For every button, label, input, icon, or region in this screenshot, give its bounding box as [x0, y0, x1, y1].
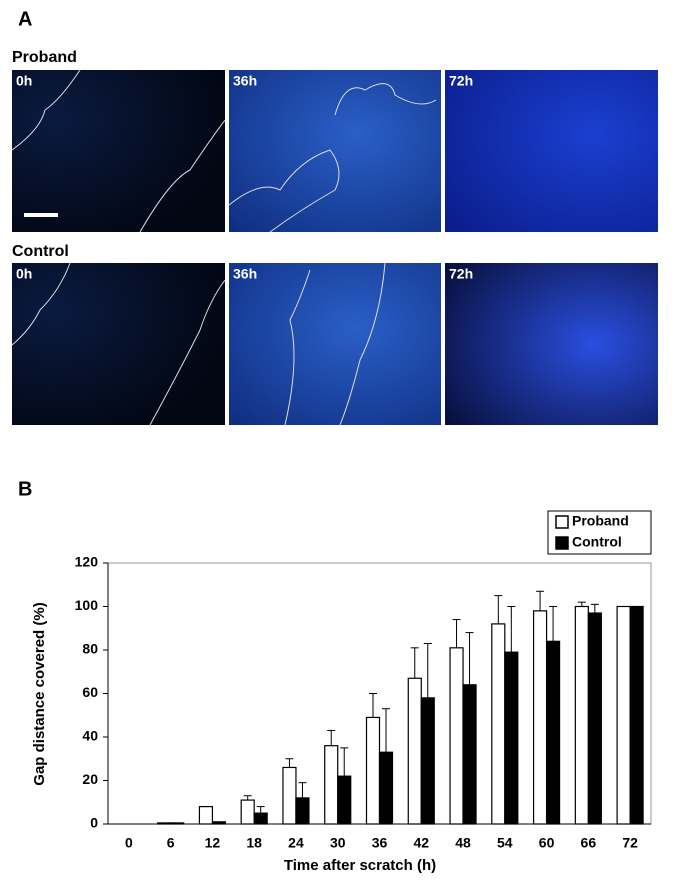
bar	[170, 822, 185, 825]
x-tick-label: 18	[246, 835, 262, 851]
image	[229, 263, 441, 425]
y-tick-label: 20	[82, 771, 98, 787]
bar	[616, 605, 631, 825]
bar	[240, 799, 255, 825]
bar	[295, 797, 310, 825]
bar	[157, 822, 172, 825]
bar	[420, 697, 435, 825]
bar	[407, 677, 422, 825]
image	[445, 263, 658, 425]
row-label: Proband	[12, 49, 77, 66]
bar	[504, 651, 519, 825]
legend-swatch	[555, 515, 569, 529]
x-tick-label: 6	[167, 835, 175, 851]
time-label: 72h	[449, 266, 473, 282]
x-tick-label: 24	[288, 835, 304, 851]
bar	[324, 745, 339, 825]
bar	[378, 751, 394, 825]
wound-edge	[284, 262, 386, 426]
x-tick-label: 0	[125, 835, 133, 851]
time-label: 36h	[233, 266, 257, 282]
x-tick-label: 30	[330, 835, 346, 851]
legend-label: Proband	[572, 513, 629, 529]
y-tick-label: 80	[82, 641, 98, 657]
image	[229, 70, 441, 232]
wound-edge	[11, 69, 226, 233]
time-label: 36h	[233, 73, 257, 89]
x-tick-label: 66	[581, 835, 597, 851]
bar	[211, 821, 227, 825]
x-tick-label: 48	[455, 835, 471, 851]
image	[12, 263, 225, 425]
time-label: 72h	[449, 73, 473, 89]
x-tick-label: 12	[205, 835, 221, 851]
bar	[532, 610, 548, 825]
bar	[574, 605, 589, 825]
bar	[629, 605, 644, 825]
bar	[337, 775, 352, 825]
y-tick-label: 40	[82, 728, 98, 744]
bar	[253, 812, 268, 825]
legend-swatch	[555, 536, 569, 550]
bar	[587, 612, 602, 825]
micrographs	[11, 69, 658, 426]
bar	[449, 647, 464, 825]
time-label: 0h	[16, 73, 32, 89]
time-label: 0h	[16, 266, 32, 282]
legend-label: Control	[572, 534, 622, 550]
x-tick-label: 42	[413, 835, 429, 851]
y-tick-label: 120	[75, 554, 99, 570]
wound-edge	[11, 262, 226, 426]
y-tick-label: 100	[75, 597, 99, 613]
row-label: Control	[12, 243, 69, 260]
x-tick-label: 54	[497, 835, 513, 851]
y-tick-label: 60	[82, 684, 98, 700]
image	[12, 70, 225, 232]
bar	[282, 766, 297, 825]
y-axis-title: Gap distance covered (%)	[31, 602, 48, 785]
bar	[545, 640, 561, 825]
panel-label: B	[18, 478, 32, 500]
panel-label: A	[18, 8, 32, 30]
x-tick-label: 72	[622, 835, 638, 851]
bar	[491, 623, 506, 825]
x-tick-label: 36	[372, 835, 388, 851]
bar	[462, 684, 477, 825]
y-tick-label: 0	[90, 815, 98, 831]
x-tick-label: 60	[539, 835, 555, 851]
bar	[365, 716, 381, 825]
wound-edge	[228, 83, 437, 233]
image	[445, 70, 658, 232]
x-axis-title: Time after scratch (h)	[284, 857, 436, 874]
bar	[198, 805, 214, 825]
